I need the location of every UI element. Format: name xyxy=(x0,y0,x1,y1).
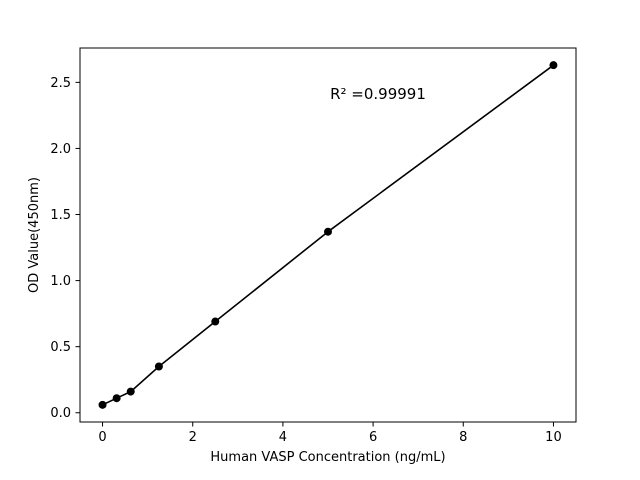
x-tick-label: 6 xyxy=(369,430,377,445)
data-point xyxy=(126,387,135,396)
data-point xyxy=(154,362,163,371)
y-tick-label: 0.0 xyxy=(50,406,71,421)
r-squared-annotation: R² =0.99991 xyxy=(330,85,426,103)
x-axis-label: Human VASP Concentration (ng/mL) xyxy=(210,450,446,465)
y-axis-label: OD Value(450nm) xyxy=(27,177,42,293)
y-tick-label: 2.5 xyxy=(50,76,71,91)
y-tick-label: 1.5 xyxy=(50,208,71,223)
x-tick-label: 0 xyxy=(98,430,106,445)
plot-border xyxy=(79,47,577,423)
x-tick-label: 8 xyxy=(459,430,467,445)
data-point xyxy=(98,400,107,409)
data-point xyxy=(112,394,121,403)
data-point xyxy=(549,61,558,70)
y-tick-label: 0.5 xyxy=(50,340,71,355)
y-tick-label: 2.0 xyxy=(50,142,71,157)
x-tick-label: 10 xyxy=(545,430,562,445)
data-point xyxy=(324,227,332,236)
x-tick-label: 4 xyxy=(279,430,287,445)
data-point xyxy=(211,317,220,326)
x-tick-label: 2 xyxy=(189,430,197,445)
y-tick-label: 1.0 xyxy=(50,274,71,289)
